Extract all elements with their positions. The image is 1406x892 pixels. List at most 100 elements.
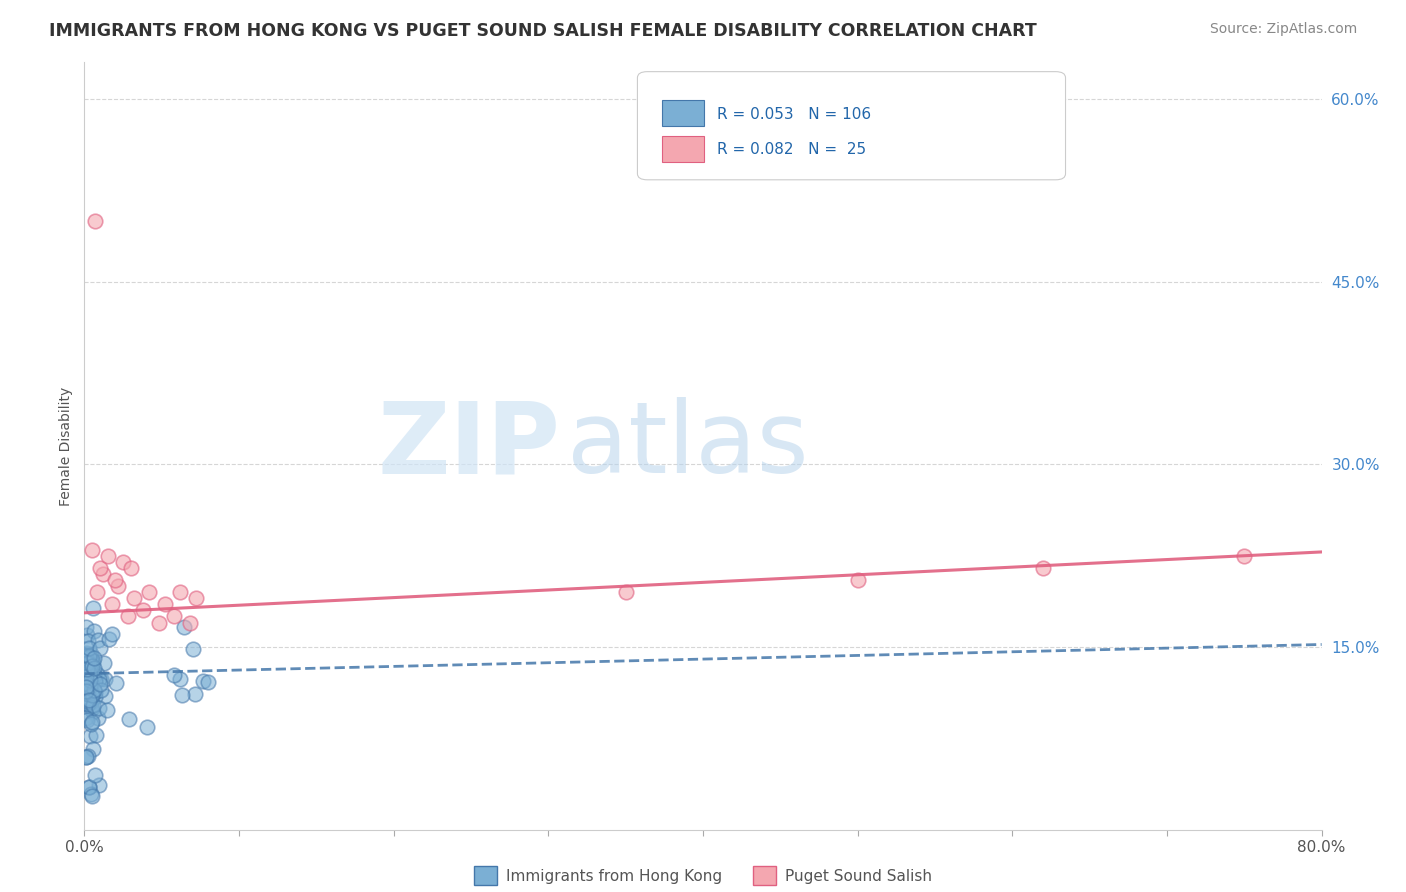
- Point: [89, 640, 111, 655]
- Point: [82, 705, 104, 719]
- Point: [75, 711, 97, 725]
- Point: [107, 579, 129, 593]
- Point: [148, 615, 170, 630]
- Point: [1233, 549, 1256, 563]
- Point: [135, 720, 157, 734]
- FancyBboxPatch shape: [662, 136, 704, 161]
- Point: [77, 780, 100, 794]
- Text: ZIP: ZIP: [378, 398, 561, 494]
- Point: [82, 686, 104, 700]
- Point: [75, 677, 97, 691]
- Point: [77, 634, 100, 648]
- Point: [75, 676, 97, 690]
- Point: [100, 627, 122, 641]
- Point: [153, 597, 176, 611]
- Point: [83, 624, 105, 638]
- Point: [87, 632, 110, 647]
- Point: [117, 609, 139, 624]
- Point: [77, 657, 100, 671]
- Point: [80, 688, 103, 702]
- Point: [76, 656, 98, 670]
- Point: [82, 698, 104, 712]
- Point: [77, 648, 100, 663]
- Point: [183, 687, 205, 701]
- Point: [90, 672, 112, 686]
- Point: [83, 660, 105, 674]
- Point: [82, 662, 104, 676]
- Point: [75, 620, 97, 634]
- Point: [87, 711, 110, 725]
- Point: [80, 647, 103, 661]
- Point: [184, 591, 207, 606]
- Point: [181, 642, 204, 657]
- Point: [75, 749, 97, 764]
- Point: [83, 684, 105, 698]
- Point: [75, 648, 97, 663]
- Point: [77, 670, 100, 684]
- Point: [83, 668, 105, 682]
- Point: [122, 591, 145, 606]
- Point: [83, 690, 105, 705]
- Point: [75, 683, 97, 698]
- Point: [79, 680, 101, 694]
- Y-axis label: Female Disability: Female Disability: [59, 386, 73, 506]
- Point: [89, 677, 111, 691]
- Point: [101, 597, 124, 611]
- Point: [80, 702, 103, 716]
- Point: [89, 701, 111, 715]
- Point: [79, 658, 101, 673]
- Point: [80, 653, 103, 667]
- Point: [91, 566, 114, 581]
- Point: [1032, 561, 1054, 575]
- Point: [76, 628, 98, 642]
- Point: [169, 585, 191, 599]
- Text: R = 0.082   N =  25: R = 0.082 N = 25: [717, 142, 866, 157]
- Point: [77, 640, 100, 655]
- Point: [82, 655, 104, 669]
- Point: [79, 673, 101, 688]
- Point: [84, 213, 107, 227]
- Point: [98, 632, 121, 647]
- Point: [80, 695, 103, 709]
- Point: [76, 662, 98, 676]
- Point: [87, 778, 110, 792]
- Point: [75, 669, 97, 683]
- Point: [76, 713, 98, 727]
- Point: [76, 664, 98, 678]
- Point: [163, 668, 186, 682]
- Point: [169, 672, 191, 686]
- Point: [75, 646, 97, 660]
- FancyBboxPatch shape: [662, 100, 704, 126]
- Point: [77, 648, 100, 663]
- Point: [77, 650, 100, 665]
- Point: [84, 728, 107, 742]
- Point: [614, 585, 637, 599]
- Point: [79, 716, 101, 731]
- Point: [80, 787, 103, 801]
- Point: [83, 682, 105, 697]
- Point: [77, 780, 100, 794]
- Point: [80, 789, 103, 803]
- Point: [75, 675, 97, 690]
- Point: [82, 601, 104, 615]
- FancyBboxPatch shape: [637, 71, 1066, 180]
- Point: [83, 768, 105, 782]
- Point: [75, 680, 97, 694]
- Point: [105, 676, 128, 690]
- Point: [76, 688, 98, 702]
- Point: [77, 687, 100, 701]
- Point: [846, 573, 869, 587]
- Text: R = 0.053   N = 106: R = 0.053 N = 106: [717, 107, 870, 121]
- Point: [80, 650, 103, 665]
- Point: [86, 667, 108, 681]
- Point: [112, 555, 135, 569]
- Point: [82, 659, 104, 673]
- Point: [79, 729, 101, 743]
- Point: [96, 703, 118, 717]
- Point: [75, 696, 97, 710]
- Point: [191, 673, 214, 688]
- Legend: Immigrants from Hong Kong, Puget Sound Salish: Immigrants from Hong Kong, Puget Sound S…: [468, 860, 938, 891]
- Point: [75, 685, 97, 699]
- Point: [117, 712, 139, 726]
- Point: [82, 701, 104, 715]
